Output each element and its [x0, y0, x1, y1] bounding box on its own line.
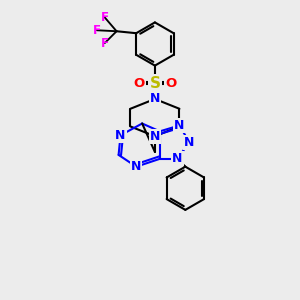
Text: N: N — [172, 152, 183, 165]
Text: F: F — [101, 37, 109, 50]
Text: N: N — [150, 130, 160, 143]
Text: O: O — [134, 77, 145, 90]
Text: N: N — [131, 160, 141, 173]
Text: N: N — [116, 129, 126, 142]
Text: N: N — [174, 119, 184, 132]
Text: F: F — [93, 24, 101, 37]
Text: N: N — [184, 136, 194, 148]
Text: F: F — [101, 11, 109, 24]
Text: N: N — [150, 92, 160, 106]
Text: S: S — [149, 76, 161, 91]
Text: O: O — [165, 77, 176, 90]
